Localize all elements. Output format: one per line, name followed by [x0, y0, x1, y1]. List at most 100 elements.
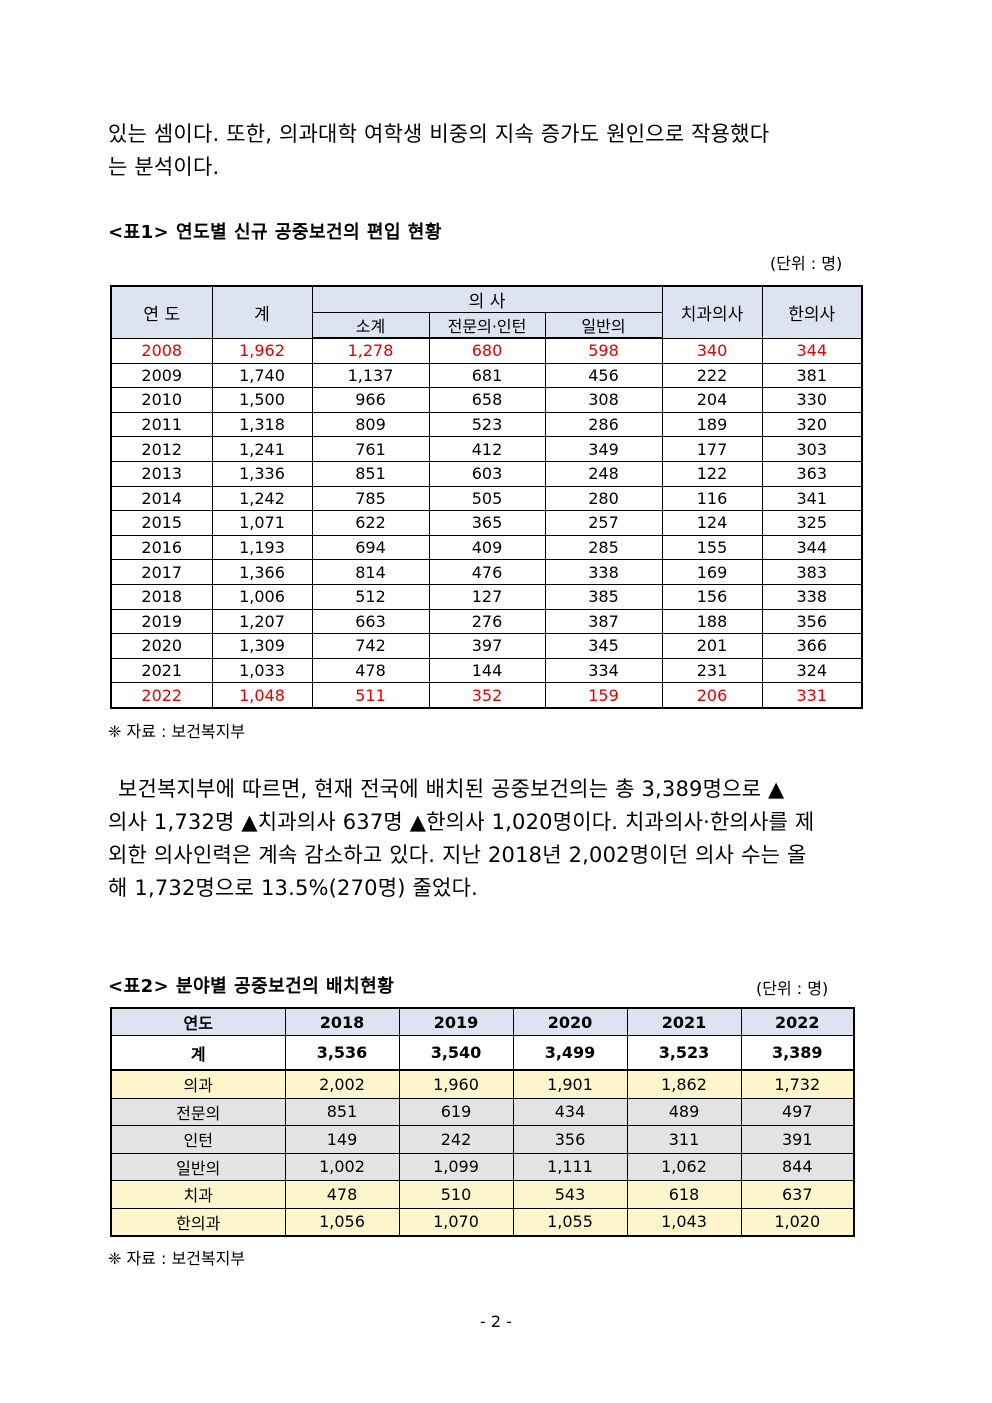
table-header-cell: 연도 [110, 1007, 286, 1036]
header-total: 계 [211, 285, 313, 339]
table-row: 한의과 1,056 1,070 1,055 1,043 1,020 [110, 1207, 855, 1237]
table-cell: 1,336 [211, 460, 313, 487]
table-cell: 계 [110, 1035, 286, 1071]
table-header-cell: 2022 [740, 1007, 855, 1036]
table-cell: 2016 [110, 534, 213, 561]
table-cell: 1,043 [626, 1207, 742, 1237]
table-row: 2013 1,336 851 603 248 122 363 [110, 460, 863, 487]
table1-caption: <표1> 연도별 신규 공중보건의 편입 현황 [108, 222, 442, 243]
table-cell: 814 [311, 559, 430, 585]
table-cell: 242 [398, 1125, 514, 1154]
table-cell: 2008 [110, 337, 213, 364]
table-cell: 치과 [110, 1180, 286, 1209]
table-cell: 116 [661, 485, 763, 512]
table-cell: 966 [311, 387, 430, 413]
table-cell: 2010 [110, 387, 213, 413]
table2-unit: (단위 : 명) [756, 979, 829, 998]
table-cell: 의과 [110, 1069, 286, 1099]
table-cell: 177 [661, 436, 763, 462]
table-cell: 637 [740, 1180, 855, 1209]
header-oriental: 한의사 [761, 285, 863, 339]
table-total-row: 계 3,536 3,540 3,499 3,523 3,389 [110, 1035, 855, 1071]
table-cell: 2009 [110, 362, 213, 389]
table-cell: 809 [311, 411, 430, 438]
table-cell: 598 [544, 337, 663, 364]
table1-new-doctors-by-year: 연 도 계 의 사 치과의사 한의사 소계 전문의·인턴 일반의 2008 1,9… [110, 285, 863, 709]
table-cell: 3,540 [398, 1035, 514, 1071]
table-cell: 742 [311, 633, 430, 659]
table1-source: ❈ 자료 : 보건복지부 [108, 722, 246, 741]
table-cell: 222 [661, 362, 763, 389]
table-cell: 325 [761, 510, 863, 536]
table-cell: 285 [544, 534, 663, 561]
table-cell: 2019 [110, 608, 213, 635]
table-cell: 349 [544, 436, 663, 462]
table-row: 전문의 851 619 434 489 497 [110, 1097, 855, 1126]
paragraph-line: 보건복지부에 따르면, 현재 전국에 배치된 공중보건의는 총 3,389명으로… [118, 777, 785, 801]
page-number: - 2 - [480, 1312, 512, 1331]
table-cell: 338 [544, 559, 663, 585]
table-cell: 3,523 [626, 1035, 742, 1071]
table-cell: 2022 [110, 682, 213, 709]
table-cell: 1,099 [398, 1152, 514, 1181]
table-cell: 391 [740, 1125, 855, 1154]
table-cell: 전문의 [110, 1097, 286, 1126]
table-cell: 201 [661, 633, 763, 659]
table-cell: 308 [544, 387, 663, 413]
table-row: 2009 1,740 1,137 681 456 222 381 [110, 362, 863, 389]
table-cell: 1,070 [398, 1207, 514, 1237]
table-row: 2011 1,318 809 523 286 189 320 [110, 411, 863, 438]
table-cell: 206 [661, 682, 763, 709]
table-cell: 311 [626, 1125, 742, 1154]
table-cell: 2017 [110, 559, 213, 585]
paragraph-line: 외한 의사인력은 계속 감소하고 있다. 지난 2018년 2,002명이던 의… [108, 843, 807, 867]
table-row: 2010 1,500 966 658 308 204 330 [110, 387, 863, 413]
table-cell: 156 [661, 583, 763, 610]
paragraph-line: 의사 1,732명 ▲치과의사 637명 ▲한의사 1,020명이다. 치과의사… [108, 810, 815, 834]
table-cell: 127 [428, 583, 546, 610]
header-general: 일반의 [544, 312, 663, 339]
table2-doctors-by-field: 연도 2018 2019 2020 2021 2022 계 3,536 3,540 3,499 3… [110, 1007, 855, 1237]
table-cell: 2014 [110, 485, 213, 512]
table-cell: 331 [761, 682, 863, 709]
table2-header-row: 연도 2018 2019 2020 2021 2022 [110, 1007, 855, 1036]
table-cell: 512 [311, 583, 430, 610]
table-cell: 1,002 [284, 1152, 400, 1181]
table-cell: 356 [512, 1125, 628, 1154]
table-header-cell: 2019 [398, 1007, 514, 1036]
table-cell: 1,318 [211, 411, 313, 438]
table2-caption: <표2> 분야별 공중보건의 배치현황 [108, 976, 395, 997]
table-cell: 363 [761, 460, 863, 487]
table-cell: 한의과 [110, 1207, 286, 1237]
table-cell: 2012 [110, 436, 213, 462]
table-cell: 511 [311, 682, 430, 709]
table-cell: 409 [428, 534, 546, 561]
table-row: 인턴 149 242 356 311 391 [110, 1125, 855, 1154]
table-cell: 851 [311, 460, 430, 487]
table-row: 2012 1,241 761 412 349 177 303 [110, 436, 863, 462]
table-row: 2014 1,242 785 505 280 116 341 [110, 485, 863, 512]
table-row: 2020 1,309 742 397 345 201 366 [110, 633, 863, 659]
table-cell: 144 [428, 657, 546, 684]
table-cell: 257 [544, 510, 663, 536]
table-cell: 189 [661, 411, 763, 438]
table-cell: 231 [661, 657, 763, 684]
table-row: 2018 1,006 512 127 385 156 338 [110, 583, 863, 610]
table-cell: 1,960 [398, 1069, 514, 1099]
intro-paragraph: 있는 셈이다. 또한, 의과대학 여학생 비중의 지속 증가도 원인으로 작용했… [108, 118, 884, 184]
table-cell: 851 [284, 1097, 400, 1126]
table-cell: 340 [661, 337, 763, 364]
table-cell: 122 [661, 460, 763, 487]
table-cell: 680 [428, 337, 546, 364]
header-doctor: 의 사 [311, 285, 663, 313]
table-cell: 510 [398, 1180, 514, 1209]
table-cell: 761 [311, 436, 430, 462]
header-year: 연 도 [110, 285, 213, 339]
table-cell: 1,020 [740, 1207, 855, 1237]
table-cell: 681 [428, 362, 546, 389]
table-cell: 622 [311, 510, 430, 536]
table-cell: 352 [428, 682, 546, 709]
table-cell: 1,207 [211, 608, 313, 635]
table-row: 의과 2,002 1,960 1,901 1,862 1,732 [110, 1069, 855, 1099]
table-cell: 1,137 [311, 362, 430, 389]
